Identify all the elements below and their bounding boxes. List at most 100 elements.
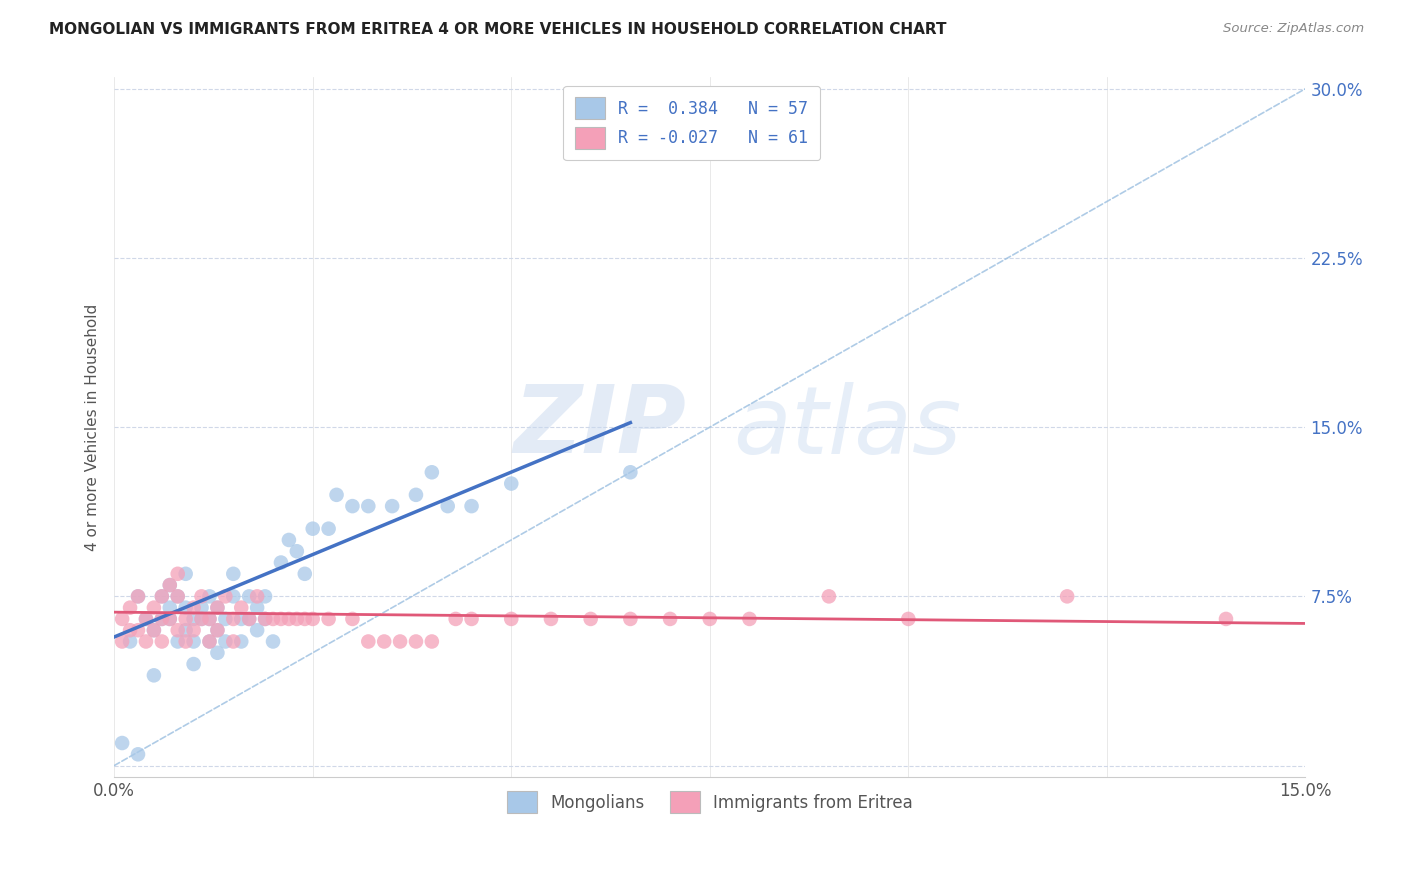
Point bbox=[325, 488, 347, 502]
Legend: Mongolians, Immigrants from Eritrea: Mongolians, Immigrants from Eritrea bbox=[495, 780, 924, 824]
Point bbox=[222, 590, 245, 604]
Point bbox=[135, 634, 157, 648]
Point bbox=[198, 590, 221, 604]
Point bbox=[405, 634, 427, 648]
Point bbox=[174, 612, 197, 626]
Point bbox=[207, 600, 229, 615]
Point bbox=[619, 612, 641, 626]
Point bbox=[127, 624, 149, 638]
Point bbox=[111, 612, 134, 626]
Point bbox=[127, 747, 149, 762]
Point bbox=[222, 634, 245, 648]
Point bbox=[159, 612, 181, 626]
Point bbox=[246, 600, 269, 615]
Point bbox=[150, 590, 173, 604]
Point bbox=[238, 590, 260, 604]
Point bbox=[198, 612, 221, 626]
Point bbox=[214, 612, 236, 626]
Point bbox=[294, 612, 316, 626]
Point bbox=[460, 499, 482, 513]
Point bbox=[207, 624, 229, 638]
Point bbox=[127, 590, 149, 604]
Point bbox=[198, 634, 221, 648]
Point bbox=[150, 590, 173, 604]
Point bbox=[190, 600, 212, 615]
Point bbox=[150, 612, 173, 626]
Point bbox=[619, 465, 641, 479]
Point bbox=[159, 578, 181, 592]
Point bbox=[238, 612, 260, 626]
Point bbox=[238, 612, 260, 626]
Point bbox=[389, 634, 412, 648]
Point bbox=[254, 590, 277, 604]
Point bbox=[254, 612, 277, 626]
Point bbox=[444, 612, 467, 626]
Point bbox=[135, 612, 157, 626]
Point bbox=[166, 624, 188, 638]
Point bbox=[262, 634, 284, 648]
Point bbox=[501, 612, 523, 626]
Point bbox=[142, 624, 165, 638]
Point bbox=[207, 600, 229, 615]
Point bbox=[246, 624, 269, 638]
Point bbox=[231, 600, 253, 615]
Point bbox=[183, 600, 205, 615]
Point bbox=[183, 612, 205, 626]
Point bbox=[1056, 590, 1078, 604]
Point bbox=[159, 578, 181, 592]
Point bbox=[190, 612, 212, 626]
Point bbox=[1215, 612, 1237, 626]
Point bbox=[342, 499, 364, 513]
Point bbox=[460, 612, 482, 626]
Point bbox=[150, 634, 173, 648]
Point bbox=[818, 590, 841, 604]
Point bbox=[222, 566, 245, 581]
Point bbox=[120, 600, 142, 615]
Point bbox=[111, 736, 134, 750]
Point bbox=[127, 590, 149, 604]
Point bbox=[231, 634, 253, 648]
Point bbox=[540, 612, 562, 626]
Point bbox=[579, 612, 602, 626]
Point bbox=[285, 612, 308, 626]
Point bbox=[301, 522, 323, 536]
Point bbox=[270, 556, 292, 570]
Text: Source: ZipAtlas.com: Source: ZipAtlas.com bbox=[1223, 22, 1364, 36]
Point bbox=[183, 634, 205, 648]
Point bbox=[231, 612, 253, 626]
Point bbox=[254, 612, 277, 626]
Y-axis label: 4 or more Vehicles in Household: 4 or more Vehicles in Household bbox=[86, 303, 100, 550]
Point bbox=[357, 634, 380, 648]
Point bbox=[142, 600, 165, 615]
Point bbox=[183, 624, 205, 638]
Point bbox=[277, 533, 299, 547]
Point bbox=[405, 488, 427, 502]
Point bbox=[357, 499, 380, 513]
Point bbox=[270, 612, 292, 626]
Point bbox=[190, 612, 212, 626]
Point bbox=[294, 566, 316, 581]
Point bbox=[166, 634, 188, 648]
Point bbox=[222, 612, 245, 626]
Point bbox=[420, 465, 443, 479]
Point bbox=[150, 612, 173, 626]
Point bbox=[111, 634, 134, 648]
Text: ZIP: ZIP bbox=[513, 381, 686, 473]
Point bbox=[318, 612, 340, 626]
Point bbox=[142, 668, 165, 682]
Point bbox=[190, 590, 212, 604]
Point bbox=[262, 612, 284, 626]
Point bbox=[420, 634, 443, 648]
Point bbox=[120, 634, 142, 648]
Point bbox=[159, 600, 181, 615]
Point bbox=[207, 646, 229, 660]
Point bbox=[436, 499, 458, 513]
Point bbox=[214, 590, 236, 604]
Point bbox=[699, 612, 721, 626]
Point bbox=[198, 612, 221, 626]
Point bbox=[135, 612, 157, 626]
Point bbox=[159, 612, 181, 626]
Point bbox=[166, 590, 188, 604]
Point bbox=[198, 634, 221, 648]
Point bbox=[174, 624, 197, 638]
